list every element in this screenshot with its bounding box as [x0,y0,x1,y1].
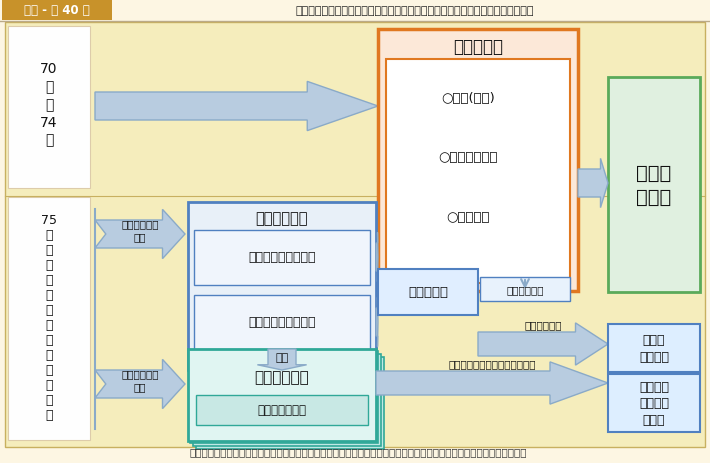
Polygon shape [376,298,378,347]
Bar [193,354,381,446]
Bar [194,295,370,350]
Text: ○講義(座学): ○講義(座学) [441,91,495,104]
Text: 合格: 合格 [275,353,289,363]
Text: 免許の
取消し等: 免許の 取消し等 [639,333,669,363]
Bar [8,27,90,188]
Polygon shape [95,82,378,131]
Bar [480,277,570,301]
Bar [378,30,578,291]
Text: 医師の診断: 医師の診断 [408,286,448,299]
Polygon shape [95,360,185,409]
Text: 認知症である: 認知症である [524,319,562,329]
Bar [2,1,112,21]
Text: 70
歳
〜
74
歳: 70 歳 〜 74 歳 [40,62,58,147]
Text: 認知機能検査: 認知機能検査 [256,211,308,226]
Text: 運転免許証の更新時における運転技能検査，認知機能検査及び高齢者講習の流れ: 運転免許証の更新時における運転技能検査，認知機能検査及び高齢者講習の流れ [296,6,534,16]
Text: 運転技能検査: 運転技能検査 [255,369,310,385]
Text: 特集 - 第 40 図: 特集 - 第 40 図 [24,5,90,18]
Polygon shape [376,362,608,404]
Text: 高齢者講習: 高齢者講習 [453,38,503,56]
Text: 75
歳
以
上
（
普
通
免
許
等
を
保
有
）: 75 歳 以 上 （ 普 通 免 許 等 を 保 有 ） [41,213,57,421]
Text: 注：運転技能検査に合格しなくても普通自動車を運転することができない運転免許は希望により更新することができる。: 注：運転技能検査に合格しなくても普通自動車を運転することができない運転免許は希望… [190,446,527,456]
Text: 繰り返し受検可: 繰り返し受検可 [258,404,307,417]
Polygon shape [578,159,608,208]
Text: 一定の違反歴
あり: 一定の違反歴 あり [121,369,159,392]
Text: ○運転適性検査: ○運転適性検査 [438,151,498,164]
Text: 認知症のおそれなし: 認知症のおそれなし [248,251,316,264]
Bar [196,357,384,449]
Bar [188,202,376,370]
Bar [608,324,700,372]
Polygon shape [478,323,608,365]
Bar [190,351,378,443]
Text: 一定の違反歴
なし: 一定の違反歴 なし [121,219,159,242]
Bar [608,374,700,432]
Bar [194,231,370,285]
Text: 更新期間満了までに合格しない: 更新期間満了までに合格しない [448,358,536,368]
Bar [386,60,570,283]
Text: 免許証を
更新せず
（注）: 免許証を 更新せず （注） [639,380,669,426]
Text: 認知症でない: 認知症でない [506,284,544,294]
Polygon shape [95,210,185,259]
Bar [8,198,90,440]
Bar [188,349,376,441]
Bar [196,395,368,425]
Polygon shape [376,233,378,282]
Bar [608,78,700,292]
Text: ○実車指導: ○実車指導 [447,211,490,224]
Bar [378,269,478,315]
Text: 認知症のおそれあり: 認知症のおそれあり [248,316,316,329]
Text: 免許証
の更新: 免許証 の更新 [636,163,672,206]
Polygon shape [257,349,307,370]
